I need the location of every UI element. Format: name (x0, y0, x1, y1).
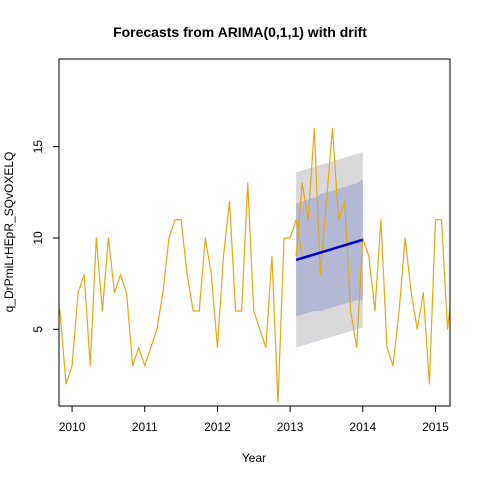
x-tick-label: 2013 (277, 420, 304, 434)
y-tick-label: 15 (31, 140, 45, 154)
observed-series-line (59, 182, 303, 403)
y-axis-label: q_DrPmiLrHEpR_SQvOXELQ (2, 152, 16, 313)
y-tick-label: 5 (31, 326, 45, 333)
x-tick-label: 2014 (349, 420, 376, 434)
series-lines (59, 127, 450, 403)
x-tick-label: 2010 (59, 420, 86, 434)
band-80 (296, 179, 363, 317)
plot-frame (58, 58, 451, 407)
actual-overlay-line (295, 127, 450, 385)
x-tick-label: 2015 (422, 420, 449, 434)
x-tick-label: 2011 (132, 420, 158, 434)
y-axis: 5 10 15 (31, 140, 59, 333)
x-tick-label: 2012 (204, 420, 231, 434)
forecast-mean-line (295, 238, 364, 262)
x-axis-label: Year (242, 451, 266, 465)
chart-title: Forecasts from ARIMA(0,1,1) with drift (113, 24, 367, 40)
y-tick-label: 10 (31, 231, 45, 245)
x-axis: 2010 2011 2012 2013 2014 2015 (59, 406, 449, 434)
